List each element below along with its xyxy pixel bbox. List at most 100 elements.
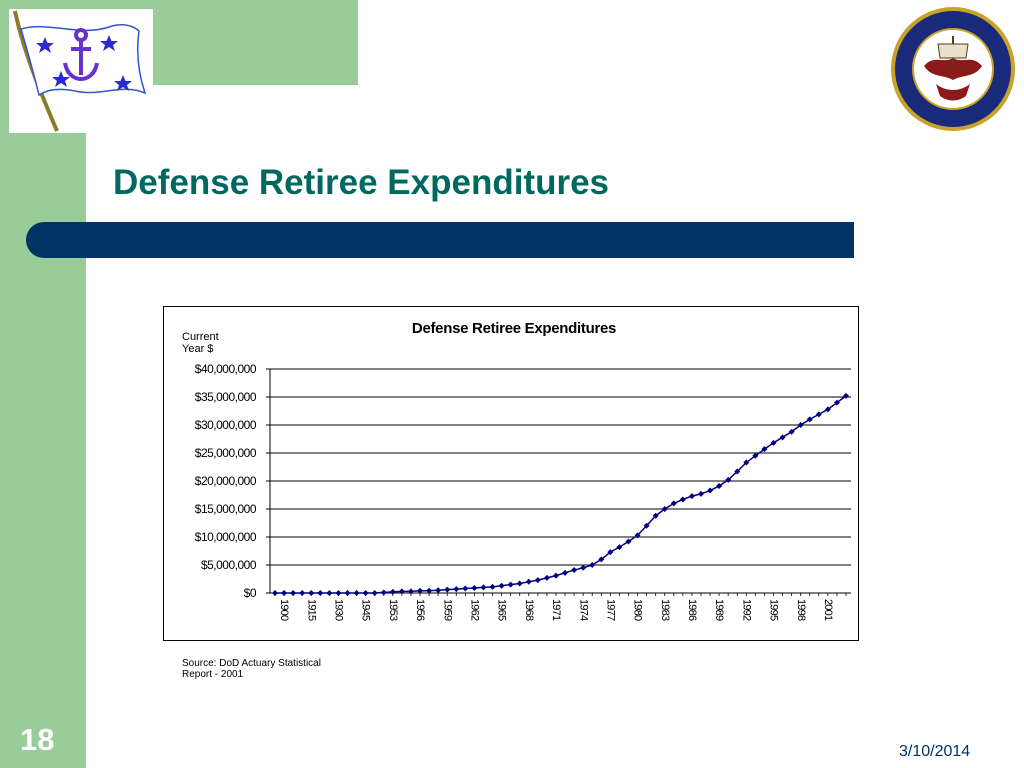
data-point <box>407 588 414 595</box>
data-point <box>480 584 487 591</box>
data-point <box>534 577 541 584</box>
data-point <box>598 556 605 563</box>
y-tick-label: $20,000,000 <box>195 474 257 488</box>
data-point <box>806 416 813 423</box>
y-tick-label: $10,000,000 <box>195 530 257 544</box>
data-point <box>688 493 695 500</box>
data-point <box>317 590 324 596</box>
x-tick-label: 1986 <box>686 599 698 621</box>
data-point <box>643 522 650 529</box>
slide-title: Defense Retiree Expenditures <box>113 163 610 202</box>
data-point <box>335 590 342 596</box>
x-tick-label: 1989 <box>713 599 725 621</box>
x-tick-label: 1968 <box>523 599 535 621</box>
data-point <box>417 587 424 594</box>
x-tick-label: 1971 <box>550 599 562 621</box>
y-tick-label: $5,000,000 <box>201 558 257 572</box>
slide-date: 3/10/2014 <box>899 743 971 760</box>
data-point <box>843 392 849 399</box>
x-tick-label: 1956 <box>414 599 426 621</box>
data-point <box>607 549 614 556</box>
data-point <box>761 446 768 453</box>
data-point <box>589 562 596 568</box>
data-point <box>716 483 723 490</box>
title-underline-bar <box>26 222 854 258</box>
y-tick-label: $40,000,000 <box>195 362 257 376</box>
data-point <box>525 578 532 585</box>
y-axis-label-line2: Year $ <box>182 343 213 355</box>
x-tick-label: 1915 <box>305 599 317 621</box>
data-point <box>444 586 451 593</box>
source-line-1: Source: DoD Actuary Statistical <box>182 658 321 669</box>
data-point <box>435 587 442 594</box>
y-axis-label-line1: Current <box>182 331 219 343</box>
data-point <box>779 434 786 441</box>
data-point <box>290 590 297 596</box>
x-tick-label: 1995 <box>768 599 780 621</box>
data-point <box>625 538 632 545</box>
data-point <box>652 512 659 519</box>
data-point <box>371 590 378 596</box>
x-tick-label: 1962 <box>468 599 480 621</box>
x-tick-label: 1900 <box>278 599 290 621</box>
x-tick-label: 1974 <box>577 599 589 621</box>
data-point <box>752 452 759 459</box>
data-point <box>770 439 777 446</box>
data-point <box>788 428 795 435</box>
data-point <box>498 582 505 589</box>
data-point <box>697 490 704 497</box>
data-point <box>308 590 315 596</box>
x-tick-label: 1965 <box>496 599 508 621</box>
data-point <box>833 399 840 406</box>
data-point <box>743 459 750 466</box>
y-tick-label: $0 <box>244 586 257 600</box>
data-point <box>562 569 569 576</box>
data-point <box>552 572 559 579</box>
chart-title: Defense Retiree Expenditures <box>412 320 616 337</box>
data-point <box>616 544 623 551</box>
x-tick-label: 1983 <box>659 599 671 621</box>
y-tick-label: $35,000,000 <box>195 390 257 404</box>
x-tick-label: 1930 <box>333 599 345 621</box>
flag-logo <box>9 9 153 133</box>
series-line <box>275 395 847 594</box>
data-point <box>543 574 550 581</box>
data-point <box>571 567 578 574</box>
navy-seal-icon <box>891 7 1015 131</box>
data-point <box>734 468 741 475</box>
data-point <box>326 590 333 596</box>
data-point <box>281 590 288 596</box>
data-point <box>516 580 523 587</box>
x-tick-label: 1959 <box>441 599 453 621</box>
x-tick-label: 2001 <box>822 599 834 621</box>
x-tick-label: 1992 <box>740 599 752 621</box>
x-tick-label: 1998 <box>795 599 807 621</box>
slide-number: 18 <box>20 722 55 757</box>
data-point <box>426 587 433 594</box>
x-tick-label: 1945 <box>360 599 372 621</box>
navy-seal-logo <box>890 6 1016 132</box>
data-point <box>353 590 360 596</box>
data-point <box>824 406 831 413</box>
data-point <box>272 590 278 596</box>
x-tick-label: 1977 <box>604 599 616 621</box>
data-point <box>380 589 387 596</box>
data-point <box>299 590 306 596</box>
data-point <box>389 588 396 595</box>
data-point <box>815 411 822 418</box>
x-tick-label: 1980 <box>632 599 644 621</box>
data-point <box>344 590 351 596</box>
data-point <box>707 487 714 494</box>
data-point <box>453 586 460 593</box>
data-point <box>679 496 686 503</box>
source-note: Source: DoD Actuary Statistical Report -… <box>182 658 382 680</box>
expenditures-line-chart: Defense Retiree Expenditures Current Yea… <box>182 320 851 621</box>
data-point <box>471 584 478 591</box>
x-tick-label: 1953 <box>387 599 399 621</box>
data-point <box>462 585 469 592</box>
data-point <box>362 590 369 596</box>
data-point <box>661 506 668 512</box>
y-tick-label: $25,000,000 <box>195 446 257 460</box>
data-point <box>580 564 587 571</box>
data-point <box>489 583 496 590</box>
